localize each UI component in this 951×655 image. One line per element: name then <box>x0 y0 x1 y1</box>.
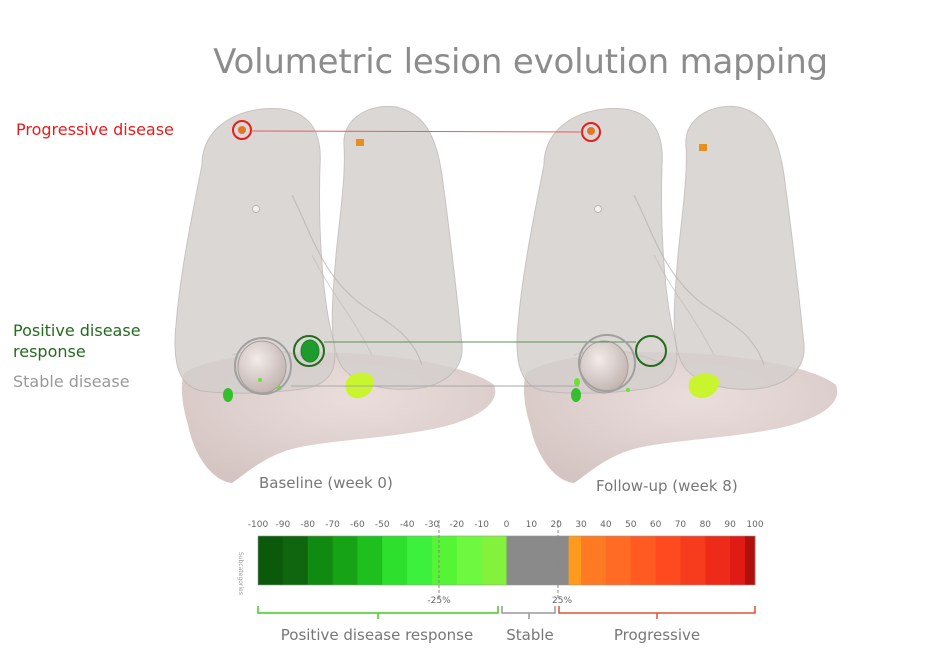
color-scale-bar <box>258 536 756 585</box>
scale-tick: -90 <box>275 520 291 530</box>
progressive-connector <box>250 130 583 133</box>
category-progressive: Progressive <box>613 626 701 644</box>
scale-tick: 80 <box>699 520 712 530</box>
scale-tick: -100 <box>247 520 269 530</box>
stable-ring-followup <box>578 334 636 392</box>
scale-segment <box>506 536 570 585</box>
category-positive: Positive disease response <box>280 626 474 644</box>
scale-segment <box>407 536 433 585</box>
scale-segment <box>630 536 657 585</box>
scale-segment <box>258 536 284 585</box>
scale-tick: 90 <box>724 520 736 530</box>
scale-segment <box>605 536 632 585</box>
scale-tick: -60 <box>350 520 365 530</box>
scale-segment <box>655 536 681 585</box>
scale-segment <box>730 536 746 585</box>
scale-segment <box>680 536 706 585</box>
label-positive-response: Positive disease response <box>13 320 141 362</box>
category-stable: Stable <box>506 626 554 644</box>
scale-segment <box>382 536 408 585</box>
scale-segment <box>431 536 458 585</box>
scale-segment <box>481 536 507 585</box>
scale-segment <box>705 536 731 585</box>
baseline-lungs <box>174 105 496 484</box>
scale-tick: -30 <box>424 520 440 530</box>
followup-lesions <box>571 127 719 402</box>
scale-tick: 40 <box>600 520 612 530</box>
caption-followup: Follow-up (week 8) <box>596 477 738 495</box>
scale-segment <box>332 536 358 585</box>
positive-ring-followup <box>635 335 667 367</box>
scale-tick: 70 <box>674 520 687 530</box>
marker-pos25: 25% <box>551 596 573 606</box>
progressive-ring-baseline <box>232 120 252 140</box>
scale-segment <box>282 536 309 585</box>
scale-tick: -40 <box>399 520 415 530</box>
label-positive-line1: Positive disease <box>13 321 141 340</box>
scale-segment <box>357 536 383 585</box>
label-positive-line2: response <box>13 342 86 361</box>
marker-neg25: -25% <box>427 596 451 606</box>
caption-baseline: Baseline (week 0) <box>259 474 393 492</box>
stable-bracket <box>501 606 556 614</box>
scale-tick: 60 <box>649 520 662 530</box>
scale-segment <box>745 536 756 585</box>
positive-ring-baseline <box>293 335 325 367</box>
scale-tick: 20 <box>550 520 562 530</box>
scale-tick: 50 <box>625 520 637 530</box>
scale-tick: 30 <box>575 520 587 530</box>
scale-tick: 10 <box>525 520 538 530</box>
scale-segment <box>456 536 483 585</box>
scale-segment <box>581 536 607 585</box>
page-title: Volumetric lesion evolution mapping <box>213 42 828 82</box>
scale-tick: 0 <box>503 520 510 530</box>
scale-segment <box>568 536 582 585</box>
stable-ring-baseline <box>234 337 292 395</box>
scale-tick: -70 <box>325 520 340 530</box>
baseline-lesions <box>223 126 375 402</box>
progressive-bracket <box>558 606 756 614</box>
scale-tick: -20 <box>449 520 465 530</box>
scale-tick: -80 <box>300 520 316 530</box>
scale-tick: 100 <box>746 520 764 530</box>
scale-segment <box>307 536 334 585</box>
followup-lungs <box>516 105 838 484</box>
label-stable-disease: Stable disease <box>13 372 130 391</box>
scale-vertical-label: Subcategories <box>237 552 244 595</box>
positive-bracket <box>257 606 499 614</box>
scale-tick: -10 <box>474 520 489 530</box>
scale-tick: -50 <box>374 520 390 530</box>
label-progressive-disease: Progressive disease <box>16 120 174 139</box>
